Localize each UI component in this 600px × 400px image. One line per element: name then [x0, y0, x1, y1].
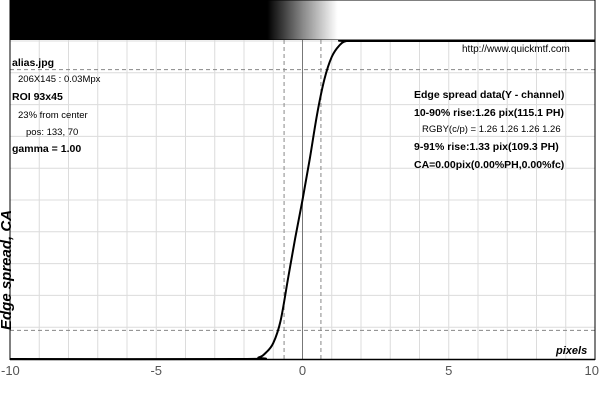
info-from-center: 23% from center [18, 110, 88, 121]
info-gamma: gamma = 1.00 [12, 143, 81, 155]
x-tick-labels: -10 -5 0 5 10 [1, 363, 599, 378]
x-tick-label: 5 [445, 363, 452, 378]
info-position: pos: 133, 70 [26, 127, 78, 138]
x-tick-label: 0 [299, 363, 306, 378]
x-axis-label: pixels [555, 345, 587, 357]
edge-spread-curve [9, 39, 595, 361]
info-roi: ROI 93x45 [12, 91, 63, 103]
x-tick-label: -10 [1, 363, 20, 378]
source-url: http://www.quickmtf.com [462, 44, 570, 55]
edge-image-strip [9, 0, 596, 41]
info-ca: CA=0.00pix(0.00%PH,0.00%fc) [414, 159, 564, 171]
info-heading: Edge spread data(Y - channel) [414, 89, 564, 101]
info-rgby: RGBY(c/p) = 1.26 1.26 1.26 1.26 [422, 124, 561, 135]
info-file-name: alias.jpg [12, 57, 54, 69]
info-image-size: 206X145 : 0.03Mpx [18, 74, 101, 85]
info-rise-10-90: 10-90% rise:1.26 pix(115.1 PH) [414, 107, 564, 119]
x-tick-label: -5 [150, 363, 162, 378]
x-tick-label: 10 [585, 363, 599, 378]
y-axis-label: Edge spread, CA [0, 210, 15, 330]
info-rise-9-91: 9-91% rise:1.33 pix(109.3 PH) [414, 141, 559, 153]
